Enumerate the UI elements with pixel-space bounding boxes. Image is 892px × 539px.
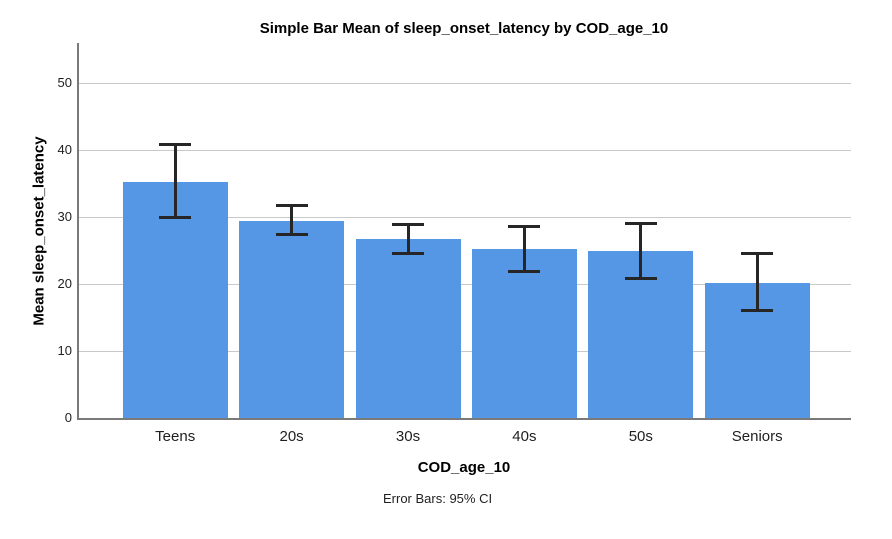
x-tick-label-40s: 40s: [512, 428, 537, 445]
error-bars-note: Error Bars: 95% CI: [383, 491, 493, 506]
error-bar-cap-bottom: [624, 277, 657, 281]
y-tick-label-40: 40: [57, 142, 72, 158]
error-bar-40s: [508, 225, 541, 274]
error-bar-cap-top: [275, 203, 308, 207]
x-axis-title: COD_age_10: [417, 459, 511, 476]
error-bar-stem: [406, 223, 410, 255]
x-tick-label-30s: 30s: [395, 428, 421, 445]
error-bar-cap-bottom: [508, 270, 541, 274]
y-tick-label-10: 10: [57, 343, 72, 358]
y-tick-label-30: 30: [57, 209, 72, 225]
gridline-y-30: [79, 217, 851, 219]
x-tick-label-20s: 20s: [279, 428, 304, 445]
error-bar-stem: [755, 251, 759, 313]
y-tick-label-50: 50: [57, 75, 72, 91]
error-bar-stem: [522, 225, 526, 274]
y-tick-label-0: 0: [64, 410, 72, 425]
error-bar-cap-bottom: [392, 251, 424, 255]
error-bar-30s: [392, 223, 424, 255]
bar-40s: [471, 249, 577, 418]
y-tick-label-20: 20: [57, 276, 72, 292]
error-bar-seniors: [741, 251, 774, 313]
x-tick-label-50s: 50s: [628, 428, 653, 445]
error-bar-stem: [290, 203, 294, 237]
error-bar-cap-top: [392, 223, 424, 227]
bar-teens: [122, 181, 228, 418]
plot-area: [77, 43, 851, 420]
bar-30s: [355, 239, 461, 418]
error-bar-cap-top: [159, 143, 192, 147]
y-axis-title: Mean sleep_onset_latency: [30, 136, 48, 326]
gridline-y-20: [79, 284, 851, 286]
error-bar-stem: [173, 143, 177, 220]
gridline-y-40: [79, 150, 851, 152]
error-bar-cap-top: [508, 225, 541, 229]
error-bar-20s: [275, 203, 308, 237]
chart-title: Simple Bar Mean of sleep_onset_latency b…: [259, 20, 669, 37]
error-bar-50s: [624, 221, 657, 281]
bar-20s: [239, 221, 345, 418]
error-bar-cap-top: [741, 251, 774, 255]
x-tick-label-teens: Teens: [155, 428, 196, 445]
error-bar-stem: [639, 221, 643, 281]
error-bar-cap-bottom: [275, 233, 308, 237]
error-bar-teens: [159, 143, 192, 220]
gridline-y-50: [79, 83, 851, 85]
error-bar-cap-top: [624, 221, 657, 225]
gridline-y-10: [79, 351, 851, 352]
error-bar-cap-bottom: [741, 309, 774, 313]
x-tick-label-seniors: Seniors: [731, 428, 783, 445]
error-bar-cap-bottom: [159, 216, 192, 220]
